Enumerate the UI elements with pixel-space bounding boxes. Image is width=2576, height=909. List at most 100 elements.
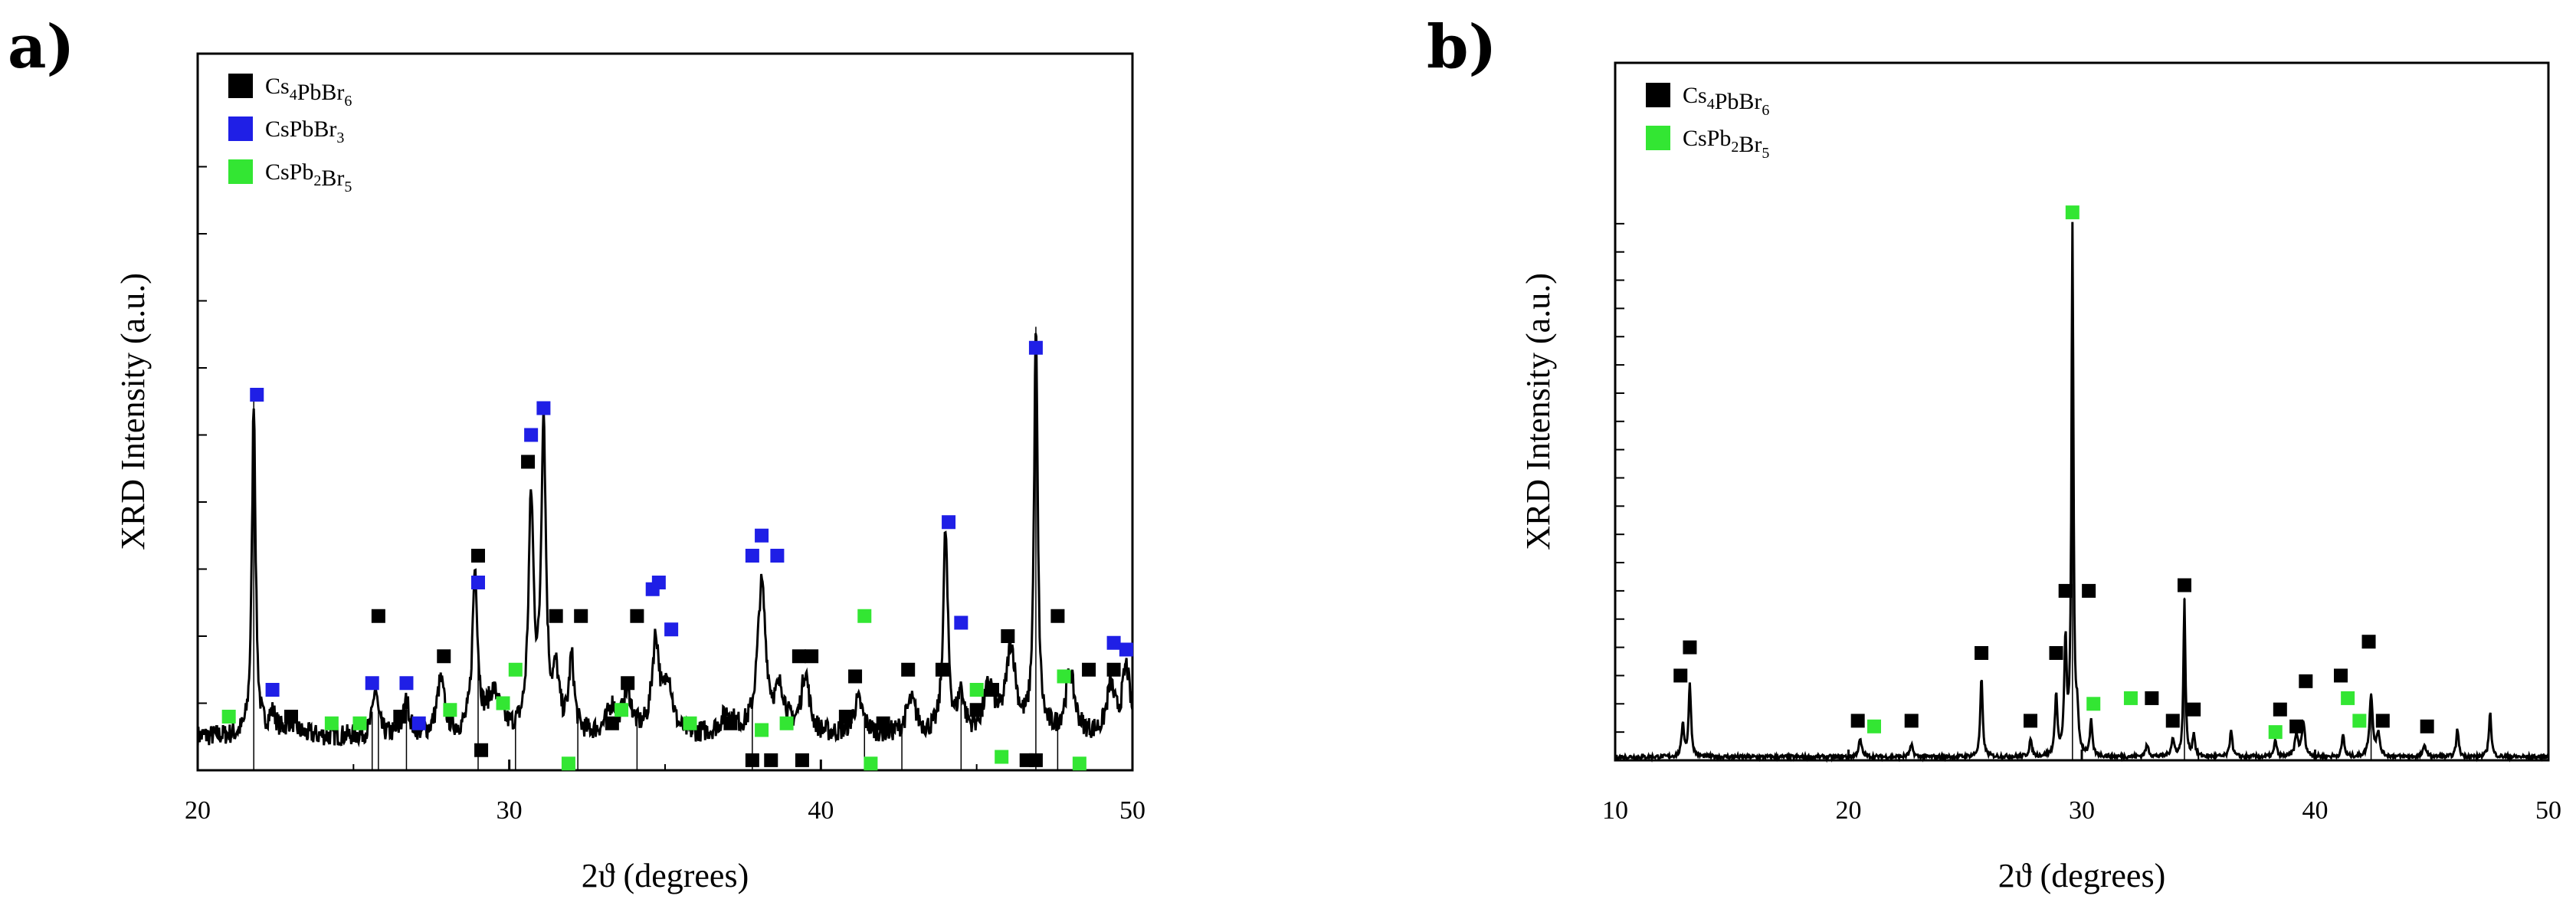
marker-CsPb2Br5 <box>779 716 794 730</box>
marker-Cs4PbBr6 <box>1028 753 1043 767</box>
marker-Cs4PbBr6 <box>985 683 999 697</box>
marker-Cs4PbBr6 <box>549 609 563 623</box>
marker-CsPbBr3 <box>1119 642 1133 657</box>
marker-Cs4PbBr6 <box>471 549 485 563</box>
marker-Cs4PbBr6 <box>2273 702 2287 717</box>
marker-Cs4PbBr6 <box>2187 702 2201 717</box>
marker-CsPb2Br5 <box>755 723 769 737</box>
legend-swatch <box>228 74 253 98</box>
panel-b: b) 10 20 30 40 50 Cs4PbBr6 CsPb2Br5 2ϑ (degre… <box>1427 12 2561 894</box>
marker-CsPbBr3 <box>536 401 551 415</box>
marker-Cs4PbBr6 <box>745 753 759 767</box>
panel-a-x-axis-title: 2ϑ (degrees) <box>582 857 749 894</box>
marker-CsPb2Br5 <box>508 662 523 677</box>
marker-Cs4PbBr6 <box>723 716 738 730</box>
legend-label: Cs4PbBr6 <box>265 74 352 110</box>
marker-Cs4PbBr6 <box>1683 640 1697 655</box>
x-tick-label: 30 <box>2069 796 2095 825</box>
panel-b-drop-lines <box>2072 223 2372 760</box>
panel-b-legend: Cs4PbBr6 CsPb2Br5 <box>1646 83 1769 162</box>
marker-Cs4PbBr6 <box>2082 583 2096 598</box>
marker-CsPbBr3 <box>471 576 485 589</box>
legend-label: CsPbBr3 <box>265 116 344 146</box>
legend-label: CsPb2Br5 <box>1683 126 1769 162</box>
marker-CsPbBr3 <box>651 576 666 589</box>
x-tick-label: 40 <box>2302 796 2329 825</box>
marker-Cs4PbBr6 <box>969 703 984 717</box>
marker-Cs4PbBr6 <box>764 753 778 767</box>
marker-CsPb2Br5 <box>561 756 575 771</box>
marker-CsPb2Br5 <box>1057 669 1071 684</box>
marker-Cs4PbBr6 <box>2049 645 2063 660</box>
marker-CsPb2Br5 <box>496 696 510 710</box>
marker-CsPb2Br5 <box>969 683 984 697</box>
marker-CsPb2Br5 <box>2341 691 2355 705</box>
marker-Cs4PbBr6 <box>1050 609 1065 623</box>
panel-a-plot-frame <box>196 52 1134 772</box>
marker-CsPbBr3 <box>1028 340 1043 355</box>
x-tick-label: 50 <box>1119 796 1145 825</box>
marker-CsPb2Br5 <box>221 710 236 724</box>
marker-Cs4PbBr6 <box>2165 714 2180 728</box>
marker-CsPbBr3 <box>755 528 769 543</box>
marker-Cs4PbBr6 <box>2145 691 2159 705</box>
marker-Cs4PbBr6 <box>630 609 644 623</box>
panel-b-x-axis-title: 2ϑ (degrees) <box>1998 857 2165 894</box>
marker-Cs4PbBr6 <box>2361 635 2376 649</box>
marker-Cs4PbBr6 <box>2024 714 2038 728</box>
panel-a-label: a) <box>8 12 74 82</box>
marker-Cs4PbBr6 <box>1106 662 1121 677</box>
marker-CsPbBr3 <box>745 549 759 563</box>
x-tick-label: 20 <box>1836 796 1862 825</box>
panel-b-ticks: 10 20 30 40 50 <box>1602 222 2561 825</box>
marker-Cs4PbBr6 <box>2177 578 2191 592</box>
marker-Cs4PbBr6 <box>605 716 619 730</box>
marker-Cs4PbBr6 <box>1975 645 1989 660</box>
marker-CsPb2Br5 <box>2352 714 2367 728</box>
marker-Cs4PbBr6 <box>521 454 536 469</box>
marker-CsPb2Br5 <box>995 750 1009 764</box>
marker-CsPb2Br5 <box>324 716 339 730</box>
marker-Cs4PbBr6 <box>393 710 408 724</box>
marker-Cs4PbBr6 <box>2420 719 2434 733</box>
marker-Cs4PbBr6 <box>795 753 809 767</box>
marker-CsPbBr3 <box>399 676 414 691</box>
marker-Cs4PbBr6 <box>901 662 916 677</box>
panel-a-y-axis-title: XRD Intensity (a.u.) <box>114 273 152 550</box>
legend-swatch <box>1646 126 1670 150</box>
marker-CsPb2Br5 <box>1072 756 1086 771</box>
x-tick-label: 40 <box>808 796 834 825</box>
marker-CsPb2Br5 <box>2123 691 2138 705</box>
panel-a-legend: Cs4PbBr6 CsPbBr3 CsPb2Br5 <box>228 74 352 195</box>
marker-CsPbBr3 <box>411 716 426 730</box>
legend-label: Cs4PbBr6 <box>1683 83 1769 119</box>
marker-CsPb2Br5 <box>857 609 872 623</box>
panel-b-phase-markers <box>1673 205 2434 740</box>
marker-Cs4PbBr6 <box>838 710 853 724</box>
marker-CsPbBr3 <box>954 615 968 630</box>
marker-Cs4PbBr6 <box>2333 668 2348 683</box>
marker-Cs4PbBr6 <box>791 649 806 664</box>
marker-Cs4PbBr6 <box>2375 714 2390 728</box>
marker-Cs4PbBr6 <box>935 662 949 677</box>
panel-a: a) 20 30 40 50 Cs4PbBr6 CsPbBr3 CsPb2Br5 2ϑ (… <box>8 12 1145 894</box>
panel-b-plot-frame <box>1614 61 2550 762</box>
marker-Cs4PbBr6 <box>1673 668 1688 683</box>
marker-Cs4PbBr6 <box>2299 674 2313 688</box>
marker-CsPb2Br5 <box>683 716 697 730</box>
marker-CsPbBr3 <box>664 622 679 637</box>
marker-CsPb2Br5 <box>443 703 457 717</box>
marker-Cs4PbBr6 <box>1850 714 1865 728</box>
panel-b-y-axis-title: XRD Intensity (a.u.) <box>1519 273 1557 550</box>
marker-Cs4PbBr6 <box>848 669 863 684</box>
marker-Cs4PbBr6 <box>1904 714 1919 728</box>
marker-Cs4PbBr6 <box>1082 662 1096 677</box>
marker-Cs4PbBr6 <box>284 710 298 724</box>
marker-Cs4PbBr6 <box>2289 719 2304 733</box>
marker-Cs4PbBr6 <box>474 743 489 757</box>
marker-Cs4PbBr6 <box>2058 583 2073 598</box>
panel-b-xrd-trace <box>1614 222 2550 763</box>
marker-Cs4PbBr6 <box>437 649 451 664</box>
marker-CsPbBr3 <box>1106 635 1121 650</box>
legend-swatch <box>1646 83 1670 107</box>
